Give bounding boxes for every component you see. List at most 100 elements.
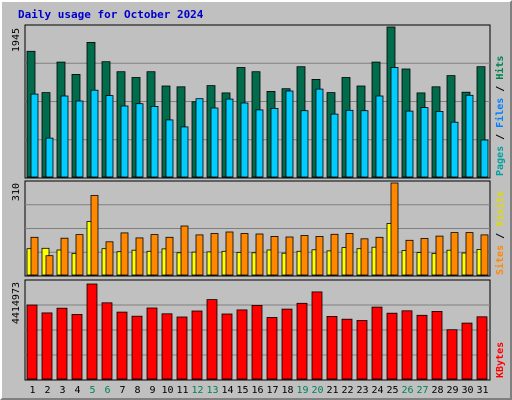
files-bar xyxy=(195,98,204,178)
legend-sep-3: / xyxy=(495,227,506,245)
files-bar xyxy=(30,93,39,178)
files-bar xyxy=(240,102,249,178)
sites-bar xyxy=(390,182,399,276)
day-label: 19 xyxy=(296,385,308,396)
sites-bar xyxy=(345,233,354,276)
kbytes-bar xyxy=(131,315,143,380)
kbytes-max-label: 4414973 xyxy=(11,282,22,324)
legend-sites: Sites xyxy=(494,245,506,275)
kbytes-bar xyxy=(41,312,53,380)
files-bar xyxy=(360,110,369,178)
kbytes-bar xyxy=(416,314,428,380)
files-bar xyxy=(255,109,264,178)
sites-bar xyxy=(180,225,189,276)
files-bar xyxy=(315,88,324,178)
sites-bar xyxy=(120,232,129,276)
sites-bar xyxy=(225,231,234,276)
sites-bar xyxy=(105,241,114,276)
day-label: 3 xyxy=(59,385,65,396)
sites-visits-bars xyxy=(26,182,489,276)
day-label: 30 xyxy=(461,385,473,396)
sites-bar xyxy=(165,236,174,276)
day-label: 10 xyxy=(161,385,173,396)
files-bar xyxy=(390,67,399,178)
files-bar xyxy=(375,95,384,178)
sites-bar xyxy=(480,234,489,276)
day-label: 2 xyxy=(44,385,50,396)
day-label: 16 xyxy=(251,385,263,396)
files-bar xyxy=(270,108,279,178)
files-bar xyxy=(300,110,309,178)
sites-bar xyxy=(240,233,249,276)
kbytes-bar xyxy=(326,315,338,380)
kbytes-bar xyxy=(386,312,398,380)
sites-bar xyxy=(270,235,279,276)
day-label: 17 xyxy=(266,385,278,396)
files-bar xyxy=(45,137,54,178)
files-bar xyxy=(330,113,339,178)
day-label: 11 xyxy=(176,385,188,396)
day-label: 7 xyxy=(119,385,125,396)
sites-bar xyxy=(285,236,294,276)
kbytes-legend: KBytes xyxy=(495,342,506,378)
files-bar xyxy=(120,105,129,178)
sites-bar xyxy=(405,239,414,276)
kbytes-bar xyxy=(101,302,113,380)
visits-max-label: 310 xyxy=(11,183,22,201)
day-label: 31 xyxy=(476,385,488,396)
day-label: 27 xyxy=(416,385,428,396)
legend-sep-1: / xyxy=(495,128,506,146)
sites-bar xyxy=(210,233,219,276)
day-label: 25 xyxy=(386,385,398,396)
kbytes-bar xyxy=(296,302,308,380)
files-bar xyxy=(165,119,174,178)
legend-files: Files xyxy=(494,98,506,128)
day-label: 5 xyxy=(89,385,95,396)
hits-files-bars xyxy=(26,26,489,178)
kbytes-bar xyxy=(341,318,353,380)
kbytes-bar xyxy=(311,291,323,380)
legend-visits: Visits xyxy=(494,191,506,227)
files-bar xyxy=(90,89,99,178)
kbytes-bar xyxy=(371,306,383,380)
files-bar xyxy=(225,98,234,178)
day-label: 14 xyxy=(221,385,233,396)
day-label: 13 xyxy=(206,385,218,396)
files-bar xyxy=(345,109,354,178)
day-label: 23 xyxy=(356,385,368,396)
kbytes-bar xyxy=(146,307,158,380)
sites-bar xyxy=(300,235,309,276)
day-label: 4 xyxy=(74,385,80,396)
kbytes-bar xyxy=(71,313,83,380)
kbytes-bar xyxy=(401,310,413,380)
kbytes-bar xyxy=(161,313,173,380)
legend-hits: Hits xyxy=(494,56,506,80)
sites-bar xyxy=(420,238,429,276)
files-bar xyxy=(420,107,429,178)
sites-bar xyxy=(60,237,69,276)
day-label: 29 xyxy=(446,385,458,396)
sites-bar xyxy=(375,236,384,276)
kbytes-bars xyxy=(26,283,488,380)
day-label: 24 xyxy=(371,385,383,396)
day-label: 26 xyxy=(401,385,413,396)
files-bar xyxy=(180,126,189,178)
kbytes-bar xyxy=(356,320,368,380)
sites-bar xyxy=(360,238,369,276)
files-bar xyxy=(285,90,294,178)
files-bar xyxy=(135,103,144,178)
sites-bar xyxy=(30,236,39,276)
kbytes-bar xyxy=(281,308,293,380)
sites-bar xyxy=(75,234,84,276)
files-bar xyxy=(105,95,114,178)
kbytes-bar xyxy=(191,310,203,380)
day-label: 9 xyxy=(149,385,155,396)
day-labels: 1 2 3 4 5 6 7 8 9 10 11 12 13 14 15 16 17 18 19 20 21 22 23 24 2… xyxy=(29,385,488,396)
sites-bar xyxy=(135,237,144,276)
sites-bar xyxy=(45,255,54,276)
kbytes-bar xyxy=(446,329,458,380)
kbytes-bar xyxy=(236,309,248,380)
sites-bar xyxy=(330,233,339,276)
files-bar xyxy=(405,110,414,178)
kbytes-bar xyxy=(251,304,263,380)
